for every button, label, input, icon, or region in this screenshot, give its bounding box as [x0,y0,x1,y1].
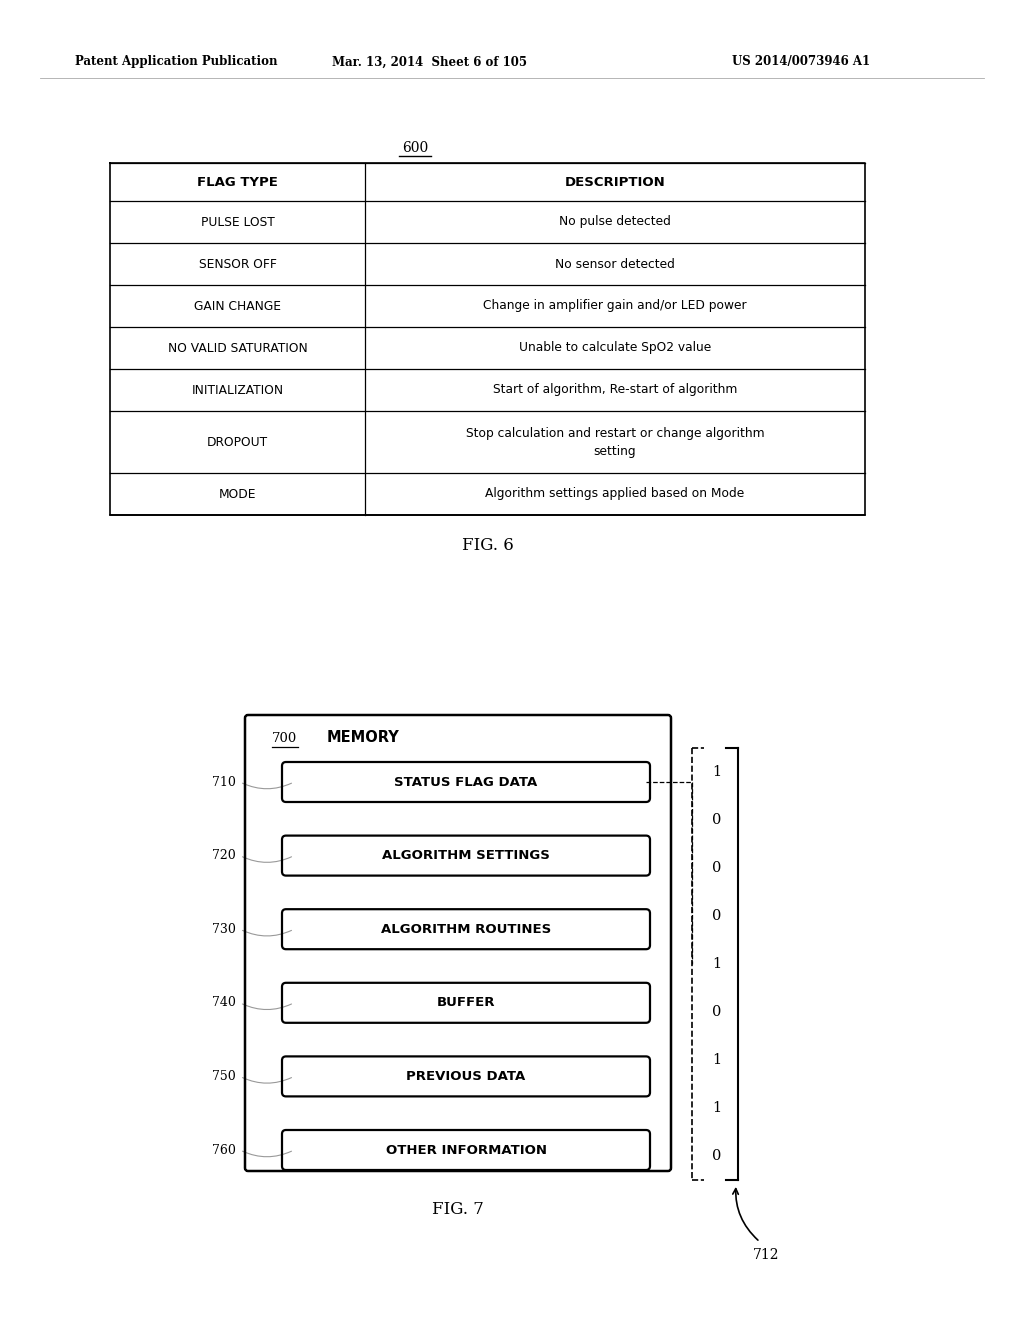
Text: 750: 750 [212,1071,236,1082]
Text: 0: 0 [713,861,722,875]
Text: MODE: MODE [219,487,256,500]
Text: 0: 0 [713,813,722,828]
Text: 1: 1 [713,766,722,779]
Text: 0: 0 [713,909,722,923]
Text: 700: 700 [272,731,297,744]
Text: FIG. 7: FIG. 7 [432,1201,484,1218]
Text: FIG. 6: FIG. 6 [462,536,513,553]
Text: Patent Application Publication: Patent Application Publication [75,55,278,69]
Text: 720: 720 [212,849,236,862]
Text: Unable to calculate SpO2 value: Unable to calculate SpO2 value [519,342,711,355]
Text: 712: 712 [753,1247,779,1262]
Text: Algorithm settings applied based on Mode: Algorithm settings applied based on Mode [485,487,744,500]
Text: Stop calculation and restart or change algorithm
setting: Stop calculation and restart or change a… [466,426,764,458]
Text: Change in amplifier gain and/or LED power: Change in amplifier gain and/or LED powe… [483,300,746,313]
Text: No sensor detected: No sensor detected [555,257,675,271]
Text: DESCRIPTION: DESCRIPTION [564,176,666,189]
Text: 730: 730 [212,923,236,936]
Text: 1: 1 [713,1101,722,1115]
Text: 1: 1 [713,957,722,972]
Text: INITIALIZATION: INITIALIZATION [191,384,284,396]
Text: 710: 710 [212,776,236,788]
Text: DROPOUT: DROPOUT [207,436,268,449]
Text: GAIN CHANGE: GAIN CHANGE [194,300,281,313]
Text: 740: 740 [212,997,236,1010]
Text: MEMORY: MEMORY [327,730,399,746]
Text: ALGORITHM ROUTINES: ALGORITHM ROUTINES [381,923,551,936]
Text: Mar. 13, 2014  Sheet 6 of 105: Mar. 13, 2014 Sheet 6 of 105 [333,55,527,69]
Text: BUFFER: BUFFER [437,997,496,1010]
Text: No pulse detected: No pulse detected [559,215,671,228]
Text: US 2014/0073946 A1: US 2014/0073946 A1 [732,55,870,69]
Text: 0: 0 [713,1148,722,1163]
Text: STATUS FLAG DATA: STATUS FLAG DATA [394,776,538,788]
Text: 600: 600 [401,141,428,154]
Text: SENSOR OFF: SENSOR OFF [199,257,276,271]
Text: Start of algorithm, Re-start of algorithm: Start of algorithm, Re-start of algorith… [493,384,737,396]
Text: 1: 1 [713,1053,722,1067]
Text: ALGORITHM SETTINGS: ALGORITHM SETTINGS [382,849,550,862]
Text: PREVIOUS DATA: PREVIOUS DATA [407,1071,525,1082]
Text: PULSE LOST: PULSE LOST [201,215,274,228]
Text: FLAG TYPE: FLAG TYPE [197,176,278,189]
Text: NO VALID SATURATION: NO VALID SATURATION [168,342,307,355]
Text: 760: 760 [212,1143,236,1156]
Text: 0: 0 [713,1005,722,1019]
Text: OTHER INFORMATION: OTHER INFORMATION [385,1143,547,1156]
